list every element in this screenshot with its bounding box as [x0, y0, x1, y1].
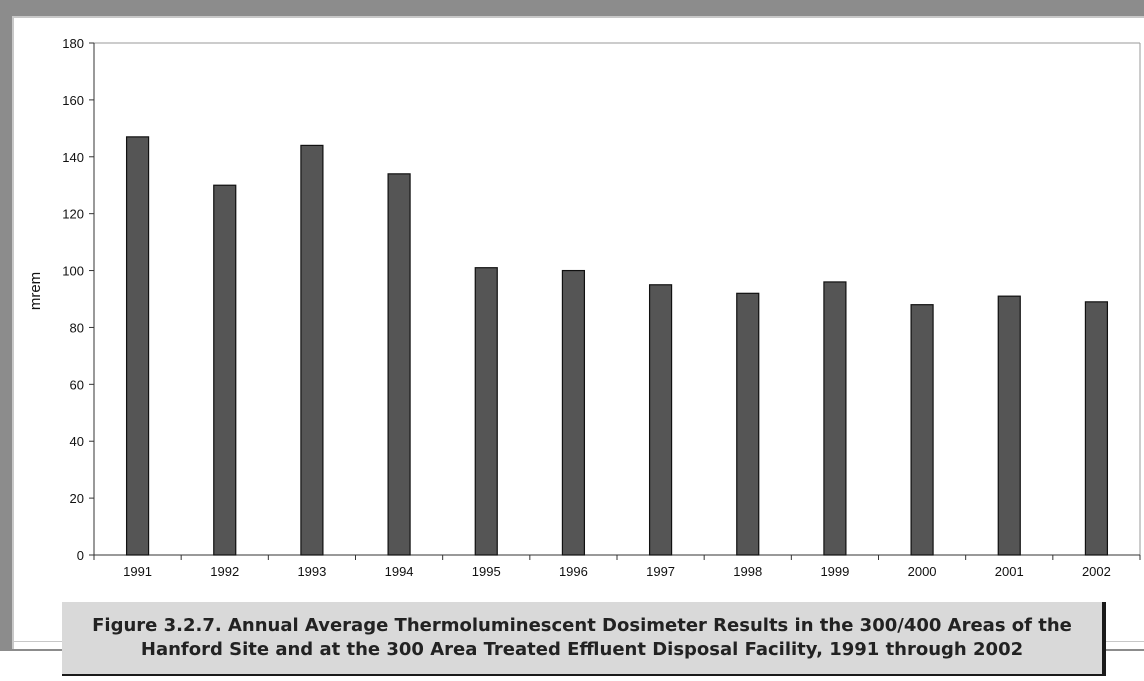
x-tick-label: 1996	[559, 564, 588, 579]
frame-inner-left	[12, 16, 14, 651]
x-tick-label: 1997	[646, 564, 675, 579]
y-axis-label: mrem	[27, 272, 44, 310]
bars	[125, 136, 1109, 556]
x-tick-label: 1995	[472, 564, 501, 579]
frame-border-top	[0, 0, 1144, 16]
bar-1997	[648, 284, 673, 556]
y-tick-label: 0	[77, 548, 84, 563]
y-tick-label: 40	[70, 434, 84, 449]
bar-1999	[823, 281, 847, 556]
y-tick-label: 180	[62, 36, 84, 51]
y-tick-label: 80	[70, 320, 84, 335]
y-axis: 0 20 40 60 80 100 120 140 160 180	[62, 36, 1141, 563]
bar-2001	[997, 295, 1021, 556]
bar-1998	[736, 292, 760, 556]
y-tick-label: 60	[70, 377, 84, 392]
bar-1991	[125, 136, 150, 556]
frame-inner-top	[12, 16, 1144, 18]
frame-bottom-line	[12, 649, 62, 651]
bar-1992	[213, 184, 237, 556]
bar-2002	[1084, 301, 1109, 556]
x-tick-label: 1994	[385, 564, 414, 579]
x-tick-label: 2001	[995, 564, 1024, 579]
x-axis: 1991 1992 1993 1994 1995 1996 1997 1998 1999 2000…	[93, 554, 1141, 579]
x-tick-label: 2002	[1082, 564, 1111, 579]
y-tick-label: 100	[62, 264, 84, 279]
frame-bottom-thin-right	[1106, 641, 1144, 642]
caption-line-2: Hanford Site and at the 300 Area Treated…	[140, 639, 1024, 660]
bar-1996	[561, 269, 586, 556]
frame-border-left	[0, 0, 12, 651]
frame-bottom-line-right	[1106, 649, 1144, 651]
x-tick-label: 1991	[123, 564, 152, 579]
y-tick-label: 20	[70, 491, 84, 506]
x-tick-label: 1992	[210, 564, 239, 579]
x-tick-label: 2000	[908, 564, 937, 579]
chart-area: 0 20 40 60 80 100 120 140 160 180 1991 1992 1993 199…	[14, 18, 1144, 598]
y-tick-label: 140	[62, 150, 84, 165]
x-tick-label: 1999	[820, 564, 849, 579]
bar-1993	[300, 144, 324, 556]
bar-2000	[910, 304, 934, 556]
bar-1994	[387, 173, 411, 556]
x-tick-label: 1998	[733, 564, 762, 579]
y-tick-label: 120	[62, 207, 84, 222]
x-tick-label: 1993	[297, 564, 326, 579]
caption-line-1: Figure 3.2.7. Annual Average Thermolumin…	[92, 615, 1072, 636]
bar-1995	[474, 267, 498, 556]
y-tick-label: 160	[62, 93, 84, 108]
frame-bottom-thin	[12, 641, 62, 642]
figure-caption: Figure 3.2.7. Annual Average Thermolumin…	[62, 602, 1106, 676]
